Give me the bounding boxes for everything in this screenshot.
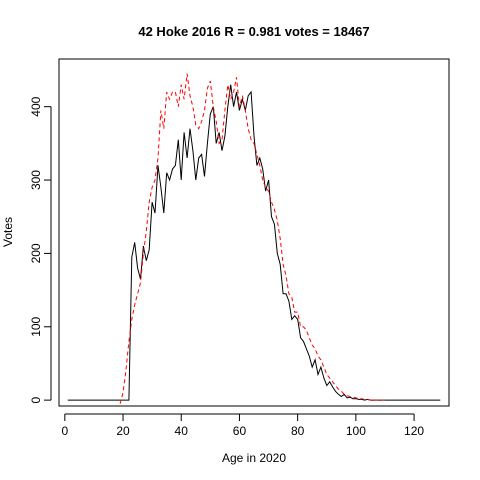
x-tick-label: 20 <box>116 424 130 438</box>
x-tick-label: 100 <box>346 424 366 438</box>
x-tick-label: 60 <box>233 424 247 438</box>
y-tick-label: 100 <box>29 316 43 336</box>
series-line-solid <box>67 84 441 401</box>
y-tick-label: 200 <box>29 243 43 263</box>
chart-title: 42 Hoke 2016 R = 0.981 votes = 18467 <box>138 24 369 39</box>
y-axis: 0 100 200 300 400 <box>29 96 52 403</box>
x-tick-label: 0 <box>61 424 68 438</box>
x-tick-label: 40 <box>175 424 189 438</box>
y-tick-label: 300 <box>29 170 43 190</box>
series-layer <box>67 73 441 404</box>
series-line-dashed <box>119 73 385 404</box>
x-tick-label: 120 <box>404 424 424 438</box>
x-tick-label: 80 <box>291 424 305 438</box>
y-tick-label: 0 <box>29 396 43 403</box>
x-axis-label: Age in 2020 <box>222 451 286 465</box>
y-tick-label: 400 <box>29 96 43 116</box>
plot-frame <box>58 58 450 407</box>
y-axis-label: Votes <box>1 217 15 247</box>
x-axis: 0 20 40 60 80 100 120 <box>61 413 424 438</box>
